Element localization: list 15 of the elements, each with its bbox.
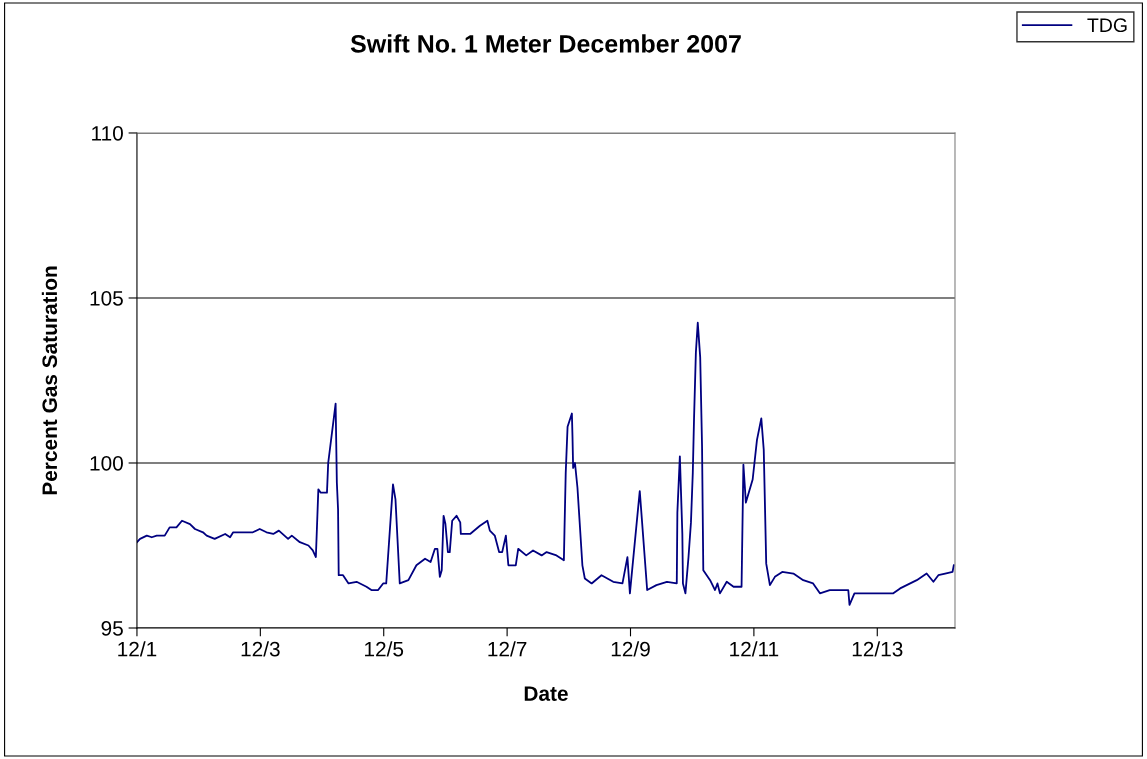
y-tick-label: 110 (92, 125, 123, 141)
x-tick-label: 12/7 (488, 641, 527, 657)
x-tick-label: 12/5 (365, 641, 404, 657)
y-tick-label: 95 (101, 621, 123, 636)
x-tick-label: 12/1 (118, 641, 157, 657)
chart-title: Swift No. 1 Meter December 2007 (350, 34, 741, 53)
x-axis-title: Date (524, 686, 568, 701)
x-tick-label: 12/13 (852, 641, 903, 657)
x-tick-label: 12/9 (611, 641, 650, 657)
x-tick-label: 12/3 (241, 641, 280, 657)
y-axis-title: Percent Gas Saturation (41, 266, 58, 495)
y-tick-label: 105 (90, 290, 123, 306)
x-tick-label: 12/11 (730, 641, 779, 657)
legend-label: TDG (1087, 18, 1127, 33)
y-tick-label: 100 (90, 455, 123, 471)
